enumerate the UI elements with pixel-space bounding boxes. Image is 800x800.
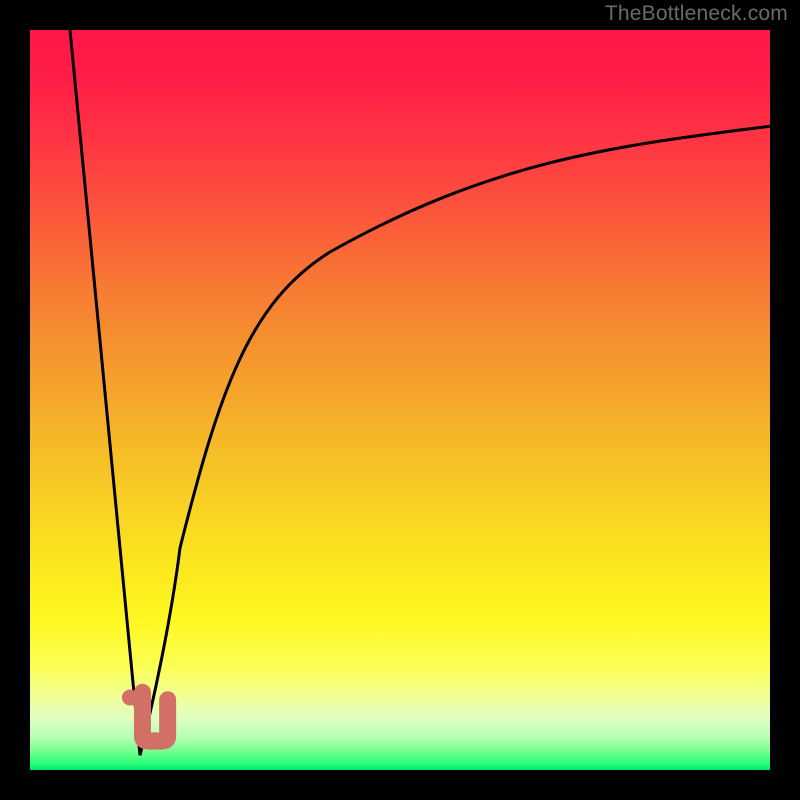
watermark-text: TheBottleneck.com — [605, 2, 788, 26]
chart-container: { "watermark": "TheBottleneck.com", "cha… — [0, 0, 800, 800]
bottleneck-chart — [0, 0, 800, 800]
